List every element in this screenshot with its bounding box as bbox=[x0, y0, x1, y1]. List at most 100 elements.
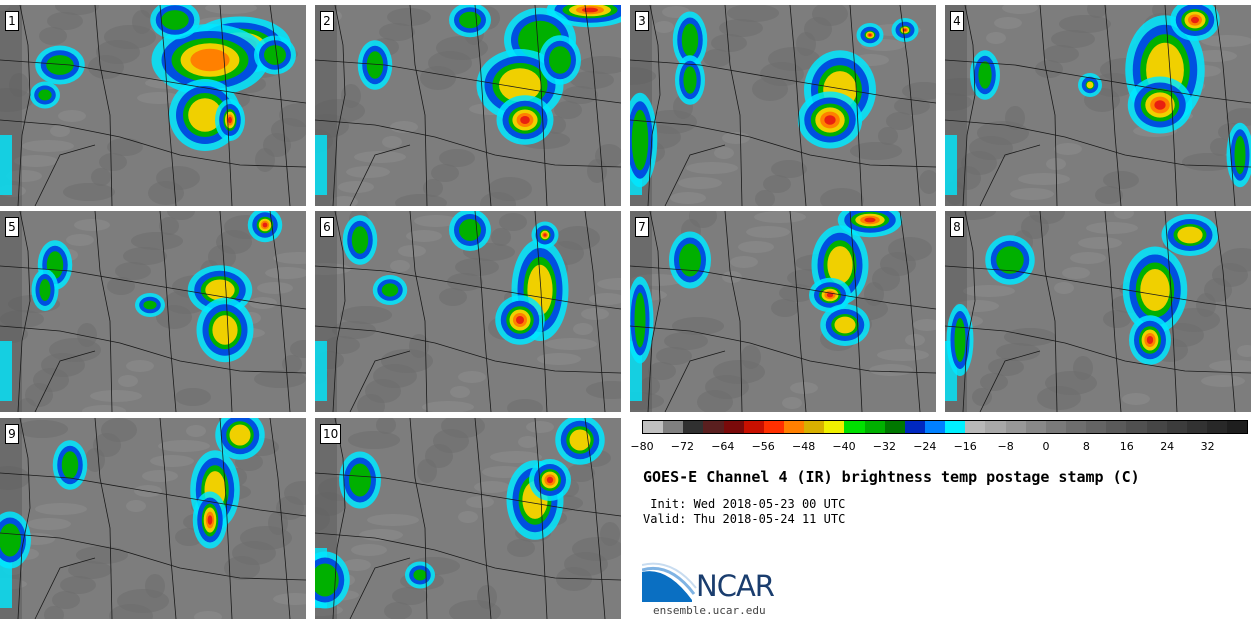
panel-4: 4 bbox=[945, 5, 1251, 206]
colorbar-tick-label: 16 bbox=[1119, 440, 1134, 453]
cloud-cell bbox=[856, 23, 884, 47]
colorbar-cell bbox=[844, 421, 865, 433]
cloud-cell bbox=[1129, 315, 1171, 365]
state-borders bbox=[630, 5, 936, 206]
cloud-cell bbox=[891, 18, 919, 42]
cloud-cell bbox=[495, 295, 545, 345]
panel-6: 6 bbox=[315, 211, 621, 412]
panel-5: 5 bbox=[0, 211, 306, 412]
colorbar-cell bbox=[884, 421, 905, 433]
colorbar-cell bbox=[1146, 421, 1167, 433]
cloud-cell bbox=[1122, 246, 1188, 334]
cloud-cell bbox=[31, 269, 59, 311]
panel-number: 8 bbox=[950, 217, 964, 237]
state-borders bbox=[315, 211, 621, 412]
cloud-cell bbox=[52, 440, 88, 490]
state-borders bbox=[945, 5, 1251, 206]
ir-map-7 bbox=[630, 211, 936, 412]
colorbar-tick-label: −24 bbox=[913, 440, 937, 453]
state-borders bbox=[0, 211, 306, 412]
cloud-cell bbox=[357, 40, 393, 90]
colorbar-cell bbox=[663, 421, 684, 433]
site-url[interactable]: ensemble.ucar.edu bbox=[653, 604, 766, 617]
panel-number: 7 bbox=[635, 217, 649, 237]
panel-2: 2 bbox=[315, 5, 621, 206]
cloud-cell bbox=[555, 418, 605, 465]
cloud-cell bbox=[0, 511, 31, 569]
colorbar-strip bbox=[642, 420, 1248, 434]
cloud-cell bbox=[254, 35, 296, 75]
colorbar-tick-label: 8 bbox=[1082, 440, 1090, 453]
ir-map-6 bbox=[315, 211, 621, 412]
colorbar-cell bbox=[924, 421, 946, 433]
colorbar-cell bbox=[1186, 421, 1207, 433]
colorbar-tick-label: −16 bbox=[953, 440, 977, 453]
cloud-cell bbox=[672, 11, 708, 69]
colorbar-tick-label: −72 bbox=[670, 440, 694, 453]
panel-number: 5 bbox=[5, 217, 19, 237]
cloud-cell bbox=[215, 99, 245, 141]
colorbar-cell bbox=[1086, 421, 1107, 433]
cloud-cell bbox=[192, 491, 228, 549]
cloud-cell bbox=[669, 231, 711, 289]
cloud-cell bbox=[315, 551, 350, 609]
colorbar-tick-label: 0 bbox=[1042, 440, 1050, 453]
colorbar-tick-label: 24 bbox=[1160, 440, 1175, 453]
cloud-cell bbox=[1226, 122, 1251, 188]
figure-title: GOES-E Channel 4 (IR) brightness temp po… bbox=[643, 468, 1140, 486]
cloud-cell bbox=[531, 221, 559, 249]
cloud-cell bbox=[30, 81, 60, 109]
colorbar-cell bbox=[743, 421, 764, 433]
panel-7: 7 bbox=[630, 211, 936, 412]
colorbar-cell bbox=[1045, 421, 1066, 433]
panel-number: 9 bbox=[5, 424, 19, 444]
cloud-cell bbox=[342, 215, 378, 265]
panel-number: 4 bbox=[950, 11, 964, 31]
panel-3: 3 bbox=[630, 5, 936, 206]
panel-number: 6 bbox=[320, 217, 334, 237]
panel-number: 1 bbox=[5, 11, 19, 31]
colorbar-cell bbox=[1206, 421, 1228, 433]
colorbar-cell bbox=[703, 421, 724, 433]
ncar-logo-icon bbox=[642, 562, 697, 602]
valid-time: Valid: Thu 2018-05-24 11 UTC bbox=[643, 512, 846, 526]
colorbar-cell bbox=[1065, 421, 1087, 433]
ncar-logo-text: NCAR bbox=[696, 569, 775, 603]
ir-map-2 bbox=[315, 5, 621, 206]
colorbar-cell bbox=[824, 421, 845, 433]
state-borders bbox=[0, 418, 306, 619]
colorbar-cell bbox=[945, 421, 966, 433]
colorbar-cell bbox=[643, 421, 664, 433]
ir-map-9 bbox=[0, 418, 306, 619]
panel-8: 8 bbox=[945, 211, 1251, 412]
cloud-cell bbox=[985, 235, 1035, 285]
cloud-cell bbox=[837, 211, 903, 238]
ir-map-4 bbox=[945, 5, 1251, 206]
ir-map-8 bbox=[945, 211, 1251, 412]
colorbar-tick-label: −80 bbox=[630, 440, 654, 453]
colorbar-tick-label: −40 bbox=[832, 440, 856, 453]
cloud-cell bbox=[797, 91, 863, 149]
cloud-cell bbox=[946, 304, 974, 376]
cloud-cell bbox=[675, 55, 705, 105]
cloud-cell bbox=[35, 45, 85, 85]
cloud-cell bbox=[630, 92, 658, 188]
cloud-cell bbox=[539, 35, 581, 85]
colorbar-cell bbox=[985, 421, 1006, 433]
cloud-cell bbox=[449, 5, 491, 38]
ir-map-3 bbox=[630, 5, 936, 206]
cloud-cell bbox=[151, 24, 269, 96]
colorbar-cell bbox=[1126, 421, 1147, 433]
cloud-cell bbox=[215, 418, 265, 460]
colorbar-cell bbox=[904, 421, 925, 433]
cloud-cell bbox=[135, 293, 165, 317]
cloud-cell bbox=[496, 95, 554, 145]
cloud-cell bbox=[405, 561, 435, 589]
colorbar-cell bbox=[683, 421, 704, 433]
cloud-cell bbox=[372, 275, 408, 305]
colorbar-cell bbox=[1166, 421, 1187, 433]
colorbar-tick-label: −48 bbox=[791, 440, 816, 453]
cloud-cell bbox=[37, 240, 73, 290]
colorbar-cell bbox=[965, 421, 986, 433]
panel-1: 1 bbox=[0, 5, 306, 206]
